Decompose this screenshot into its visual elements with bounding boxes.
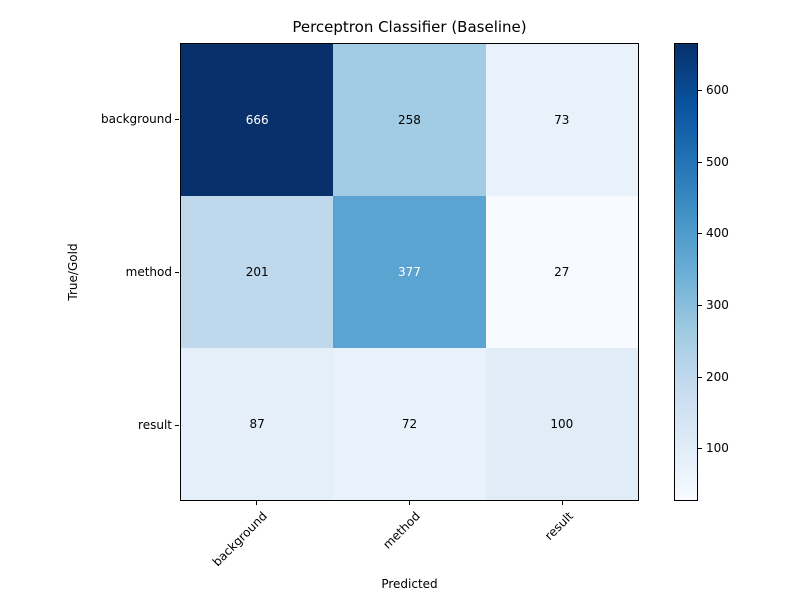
x-axis-label: Predicted: [381, 577, 438, 591]
y-tick-label: result: [138, 418, 172, 432]
y-tick-mark: [175, 425, 179, 426]
heatmap-cell: 72: [333, 348, 486, 500]
colorbar-tick-label: 300: [706, 298, 729, 312]
y-tick-mark: [175, 119, 179, 120]
x-tick-mark: [562, 501, 563, 505]
heatmap-cell: 27: [485, 196, 638, 348]
colorbar-tick-label: 600: [706, 83, 729, 97]
colorbar-tick-label: 200: [706, 370, 729, 384]
x-tick-mark: [409, 501, 410, 505]
colorbar-tick-mark: [698, 448, 702, 449]
colorbar-tick-mark: [698, 377, 702, 378]
y-tick-label: method: [125, 265, 172, 279]
heatmap-cell: 73: [485, 44, 638, 196]
colorbar-tick-label: 500: [706, 155, 729, 169]
colorbar-tick-mark: [698, 233, 702, 234]
chart-title: Perceptron Classifier (Baseline): [292, 18, 527, 36]
heatmap-cell: 100: [485, 348, 638, 500]
heatmap-cell: 666: [181, 44, 334, 196]
colorbar-tick-mark: [698, 90, 702, 91]
heatmap-cell: 377: [333, 196, 486, 348]
colorbar-tick-mark: [698, 162, 702, 163]
colorbar-tick-mark: [698, 305, 702, 306]
colorbar-tick-label: 400: [706, 226, 729, 240]
heatmap-axes: 666 258 73 201 377 27 87 72 100: [180, 43, 639, 501]
heatmap-cell: 201: [181, 196, 334, 348]
heatmap-cell: 258: [333, 44, 486, 196]
x-tick-mark: [256, 501, 257, 505]
y-axis-label: True/Gold: [66, 243, 80, 301]
y-tick-label: background: [101, 112, 172, 126]
heatmap-cell: 87: [181, 348, 334, 500]
colorbar-gradient: [674, 43, 698, 501]
y-tick-mark: [175, 272, 179, 273]
colorbar-tick-label: 100: [706, 441, 729, 455]
